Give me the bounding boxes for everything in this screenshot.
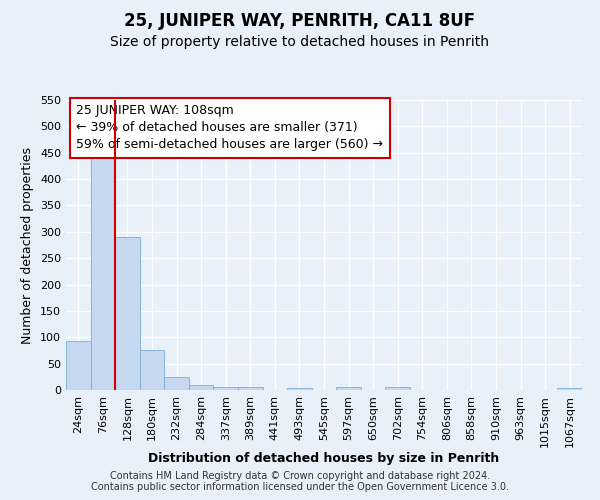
Bar <box>238 388 263 390</box>
X-axis label: Distribution of detached houses by size in Penrith: Distribution of detached houses by size … <box>148 452 500 466</box>
Y-axis label: Number of detached properties: Number of detached properties <box>22 146 34 344</box>
Bar <box>115 237 140 390</box>
Text: Size of property relative to detached houses in Penrith: Size of property relative to detached ho… <box>110 35 490 49</box>
Bar <box>189 384 214 390</box>
Text: 25, JUNIPER WAY, PENRITH, CA11 8UF: 25, JUNIPER WAY, PENRITH, CA11 8UF <box>124 12 476 30</box>
Text: 25 JUNIPER WAY: 108sqm
← 39% of detached houses are smaller (371)
59% of semi-de: 25 JUNIPER WAY: 108sqm ← 39% of detached… <box>76 104 383 152</box>
Bar <box>66 342 91 390</box>
Bar <box>140 350 164 390</box>
Bar <box>336 388 361 390</box>
Bar <box>214 387 238 390</box>
Bar <box>164 378 189 390</box>
Text: Contains HM Land Registry data © Crown copyright and database right 2024.
Contai: Contains HM Land Registry data © Crown c… <box>91 471 509 492</box>
Bar <box>557 388 582 390</box>
Bar <box>91 148 115 390</box>
Bar <box>385 388 410 390</box>
Bar <box>287 388 312 390</box>
